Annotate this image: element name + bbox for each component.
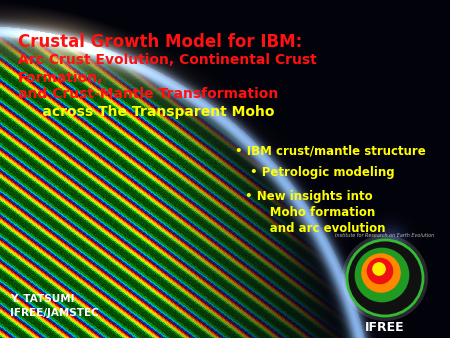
Text: Crustal Growth Model for IBM:: Crustal Growth Model for IBM: [18, 33, 302, 51]
Text: and arc evolution: and arc evolution [245, 222, 386, 235]
Text: • Petrologic modeling: • Petrologic modeling [250, 166, 395, 179]
Circle shape [361, 253, 401, 293]
Text: • IBM crust/mantle structure: • IBM crust/mantle structure [235, 145, 426, 158]
Circle shape [355, 248, 410, 303]
Circle shape [367, 258, 393, 284]
Text: • New insights into: • New insights into [245, 190, 373, 203]
Text: IFREE/JAMSTEC: IFREE/JAMSTEC [10, 308, 99, 318]
Text: Moho formation: Moho formation [245, 206, 375, 219]
Text: Formation,: Formation, [18, 71, 104, 85]
Text: Arc Crust Evolution, Continental Crust: Arc Crust Evolution, Continental Crust [18, 53, 317, 67]
Text: across The Transparent Moho: across The Transparent Moho [18, 105, 274, 119]
Circle shape [342, 235, 428, 321]
Circle shape [347, 240, 423, 316]
Text: Institute for Research on Earth Evolution: Institute for Research on Earth Evolutio… [335, 233, 435, 238]
Text: and Crust-Mantle Transformation: and Crust-Mantle Transformation [18, 87, 278, 101]
Text: IFREE: IFREE [365, 321, 405, 334]
Text: Y. TATSUMI: Y. TATSUMI [10, 294, 75, 304]
Circle shape [372, 262, 386, 276]
